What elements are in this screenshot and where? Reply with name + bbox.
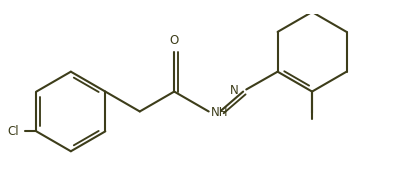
- Text: O: O: [170, 33, 179, 47]
- Text: N: N: [230, 84, 239, 97]
- Text: NH: NH: [211, 106, 228, 119]
- Text: Cl: Cl: [7, 125, 19, 138]
